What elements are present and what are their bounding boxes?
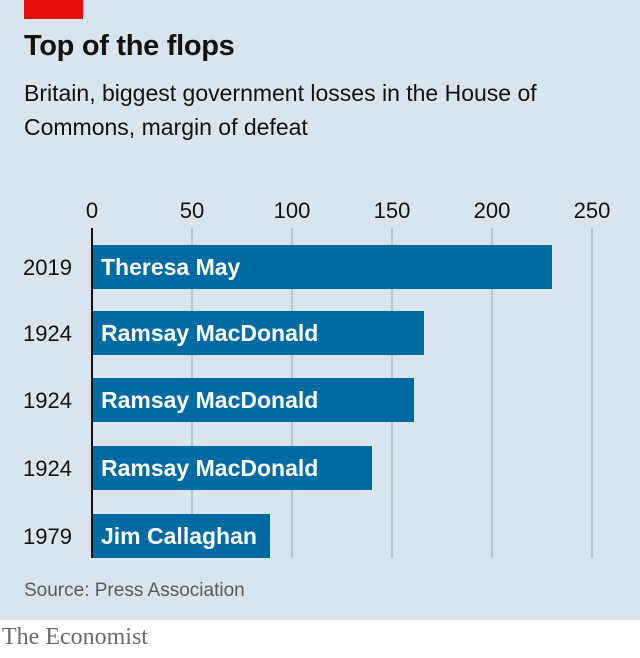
bar	[92, 378, 414, 422]
x-tick-label: 250	[574, 198, 611, 223]
bar-data-label: Ramsay MacDonald	[101, 387, 318, 413]
x-tick-label: 0	[86, 198, 98, 223]
bar	[92, 514, 270, 558]
chart-subtitle: Britain, biggest government losses in th…	[24, 80, 537, 140]
x-tick-label: 100	[274, 198, 311, 223]
bar-data-label: Ramsay MacDonald	[101, 455, 318, 481]
x-tick-label: 200	[474, 198, 511, 223]
bar-data-label: Jim Callaghan	[101, 523, 257, 549]
bar-data-label: Theresa May	[101, 254, 241, 280]
y-category-label: 1924	[23, 321, 72, 346]
bar-chart: 0 50 100 150 200 250 2019 Theresa May 1924 Ramsay…	[23, 198, 611, 558]
bar-data-label: Ramsay MacDonald	[101, 320, 318, 346]
publisher-logo: The Economist	[2, 624, 148, 650]
bar	[92, 245, 552, 289]
bar	[92, 311, 424, 355]
y-category-label: 1924	[23, 388, 72, 413]
chart-title: Top of the flops	[24, 30, 235, 62]
y-category-label: 1924	[23, 456, 72, 481]
y-category-label: 2019	[23, 255, 72, 280]
source-note: Source: Press Association	[24, 580, 245, 601]
bar	[92, 446, 372, 490]
x-tick-label: 150	[374, 198, 411, 223]
y-category-label: 1979	[23, 524, 72, 549]
x-tick-label: 50	[180, 198, 204, 223]
brand-tag	[24, 0, 83, 19]
